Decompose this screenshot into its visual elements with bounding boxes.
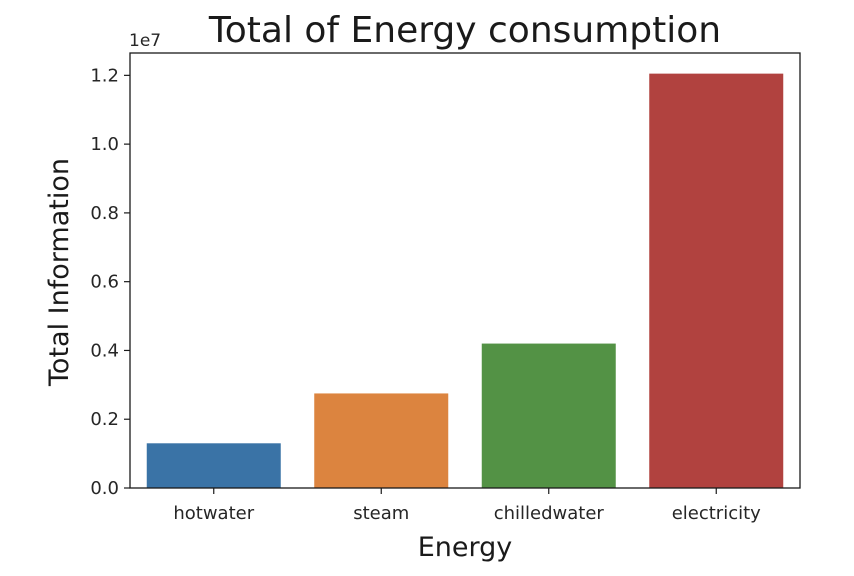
x-tick-label-chilledwater: chilledwater [494, 503, 605, 524]
y-tick-label: 1.2 [90, 65, 119, 86]
y-tick-label: 0.4 [90, 340, 119, 361]
y-tick-label: 0.0 [90, 478, 119, 499]
bars-layer [146, 73, 784, 488]
bar-chilledwater [481, 343, 616, 488]
chart-title: Total of Energy consumption [208, 10, 721, 51]
x-tick-label-hotwater: hotwater [173, 503, 254, 524]
bar-steam [314, 393, 449, 488]
x-tick-label-electricity: electricity [672, 503, 761, 524]
y-tick-label: 0.2 [90, 409, 119, 430]
x-axis-label: Energy [418, 532, 513, 563]
bar-electricity [649, 73, 784, 488]
y-tick-label: 1.0 [90, 134, 119, 155]
plot-frame [129, 52, 801, 489]
y-tick-label: 0.8 [90, 203, 119, 224]
bar-hotwater [146, 443, 281, 488]
y-tick-label: 0.6 [90, 272, 119, 293]
y-axis-label: Total Information [44, 158, 75, 387]
x-tick-label-steam: steam [353, 503, 409, 524]
y-axis-offset-label: 1e7 [129, 31, 161, 51]
ticks-layer: 0.0 0.2 0.4 0.6 0.8 1.0 1.2 hotwater steam chille… [90, 65, 761, 524]
